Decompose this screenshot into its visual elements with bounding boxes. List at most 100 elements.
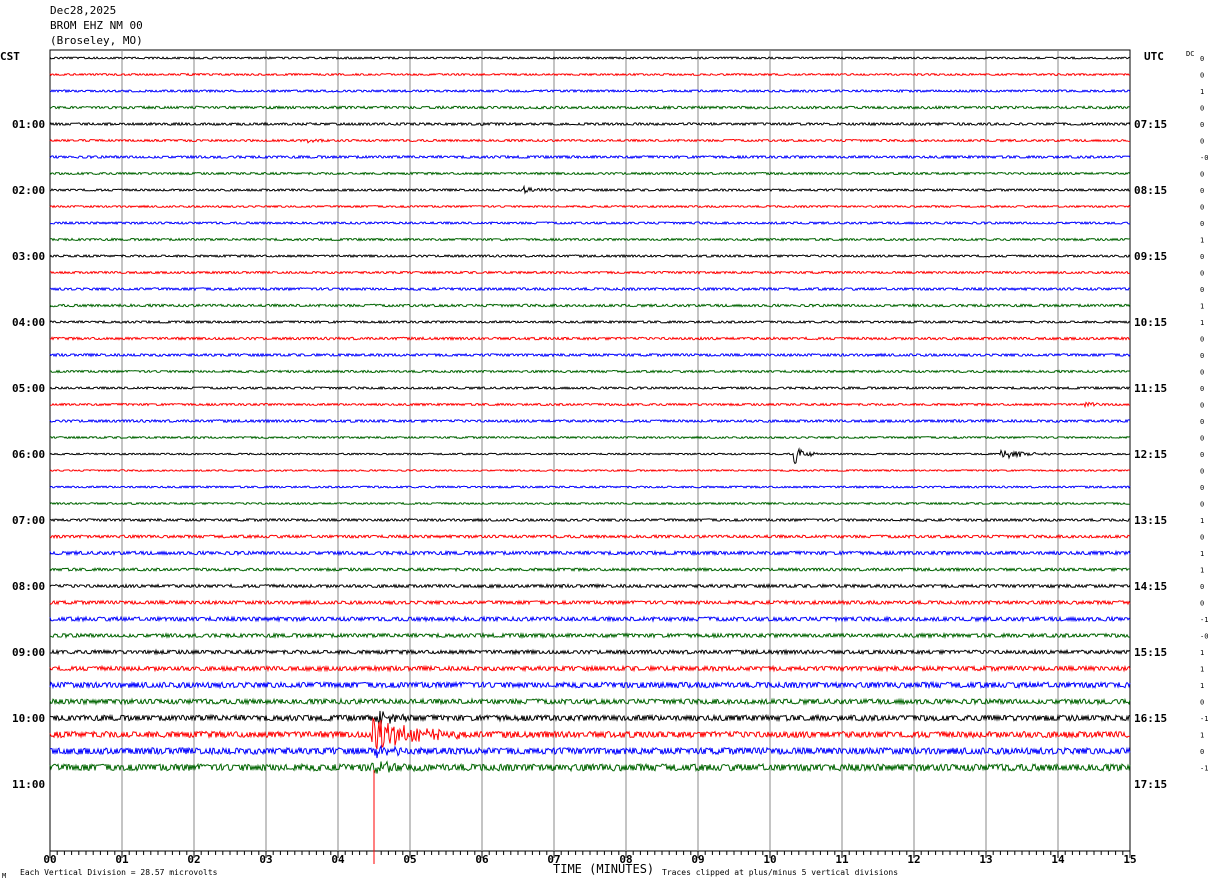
dc-offset-value: 0 [1200, 451, 1204, 459]
seismic-trace [49, 270, 1131, 275]
dc-offset-value: -1 [1200, 616, 1208, 624]
left-hour-label: 10:00 [12, 712, 45, 725]
seismic-trace [49, 138, 1131, 144]
left-timezone-label: CST [0, 50, 20, 63]
seismic-trace [49, 517, 1131, 523]
x-tick-label: 12 [907, 853, 920, 866]
dc-offset-value: -0 [1200, 154, 1208, 162]
seismic-trace [49, 352, 1131, 358]
dc-offset-value: 0 [1200, 385, 1204, 393]
dc-offset-value: 0 [1200, 171, 1204, 179]
dc-offset-value: 0 [1200, 138, 1204, 146]
dc-offset-value: 0 [1200, 468, 1204, 476]
station-location: (Broseley, MO) [50, 34, 143, 47]
seismic-trace [50, 369, 1131, 374]
x-tick-label: 03 [259, 853, 272, 866]
corner-mark: M [2, 872, 7, 880]
dc-offset-value: 0 [1200, 352, 1204, 360]
seismic-trace [49, 533, 1131, 540]
dc-offset-value: 1 [1200, 237, 1204, 245]
x-tick-label: 07 [547, 853, 560, 866]
left-hour-label: 08:00 [12, 580, 45, 593]
seismic-trace [49, 319, 1131, 325]
dc-offset-value: 0 [1200, 534, 1204, 542]
x-tick-label: 14 [1051, 853, 1065, 866]
seismic-trace [50, 435, 1131, 440]
x-tick-label: 10 [763, 853, 776, 866]
dc-offset-value: -1 [1200, 715, 1208, 723]
left-hour-label: 06:00 [12, 448, 45, 461]
dc-offset-value: 0 [1200, 418, 1204, 426]
x-tick-label: 05 [403, 853, 416, 866]
seismic-trace [50, 648, 1131, 656]
seismic-trace [49, 549, 1131, 557]
dc-offset-value: 0 [1200, 286, 1204, 294]
dc-offset-value: 0 [1200, 501, 1204, 509]
dc-offset-header: DC [1186, 50, 1195, 58]
seismic-trace [49, 154, 1131, 160]
right-hour-label: 14:15 [1134, 580, 1167, 593]
plot-frame [49, 49, 1131, 852]
right-hour-label: 17:15 [1134, 778, 1167, 791]
dc-offset-value: -1 [1200, 765, 1208, 773]
x-tick-label: 13 [979, 853, 992, 866]
dc-offset-value: 0 [1200, 583, 1204, 591]
seismic-trace [49, 599, 1131, 606]
station-code: BROM EHZ NM 00 [50, 19, 143, 32]
left-hour-label: 05:00 [12, 382, 45, 395]
seismic-trace [49, 253, 1131, 259]
x-tick-label: 01 [115, 853, 129, 866]
seismic-trace [49, 717, 1131, 750]
seismic-trace [49, 72, 1131, 77]
dc-offset-value: 0 [1200, 105, 1204, 113]
seismic-trace [49, 697, 1131, 706]
seismic-trace [49, 664, 1131, 673]
seismic-trace [49, 385, 1131, 391]
seismic-trace [49, 447, 1131, 465]
x-tick-label: 00 [43, 853, 56, 866]
dc-offset-value: 1 [1200, 88, 1204, 96]
dc-offset-value: 1 [1200, 319, 1204, 327]
dc-offset-value: 0 [1200, 435, 1204, 443]
dc-offset-value: 0 [1200, 699, 1204, 707]
seismic-trace [49, 336, 1131, 341]
dc-offset-value: 0 [1200, 187, 1204, 195]
dc-offset-value: 0 [1200, 402, 1204, 410]
x-tick-label: 15 [1123, 853, 1136, 866]
dc-offset-value: 0 [1200, 270, 1204, 278]
dc-offset-value: 0 [1200, 55, 1204, 63]
seismic-trace [49, 204, 1131, 209]
dc-offset-value: 0 [1200, 72, 1204, 80]
seismic-trace [49, 220, 1131, 226]
seismic-trace [49, 744, 1131, 759]
seismic-trace [49, 501, 1131, 506]
left-hour-label: 09:00 [12, 646, 45, 659]
seismic-trace [49, 303, 1131, 308]
seismic-trace [49, 631, 1130, 640]
seismic-trace [49, 583, 1131, 590]
right-hour-label: 08:15 [1134, 184, 1167, 197]
dc-offset-value: 0 [1200, 336, 1204, 344]
plot-date: Dec28,2025 [50, 4, 117, 17]
seismic-trace [49, 418, 1131, 424]
x-axis-title: TIME (MINUTES) [553, 862, 655, 876]
seismic-trace [49, 566, 1131, 573]
x-tick-label: 08 [619, 853, 632, 866]
dc-offset-value: 0 [1200, 121, 1204, 129]
seismic-trace [49, 401, 1131, 409]
x-tick-label: 06 [475, 853, 489, 866]
dc-offset-value: 1 [1200, 682, 1204, 690]
right-hour-label: 13:15 [1134, 514, 1167, 527]
right-hour-label: 10:15 [1134, 316, 1167, 329]
dc-offset-value: 1 [1200, 303, 1204, 311]
right-hour-label: 07:15 [1134, 118, 1167, 131]
right-timezone-label: UTC [1144, 50, 1164, 63]
right-hour-label: 16:15 [1134, 712, 1167, 725]
seismic-trace [49, 121, 1131, 127]
seismic-trace [49, 171, 1131, 176]
left-hour-label: 02:00 [12, 184, 45, 197]
dc-offset-value: 0 [1200, 600, 1204, 608]
seismic-trace [49, 88, 1131, 94]
dc-offset-value: 0 [1200, 204, 1204, 212]
